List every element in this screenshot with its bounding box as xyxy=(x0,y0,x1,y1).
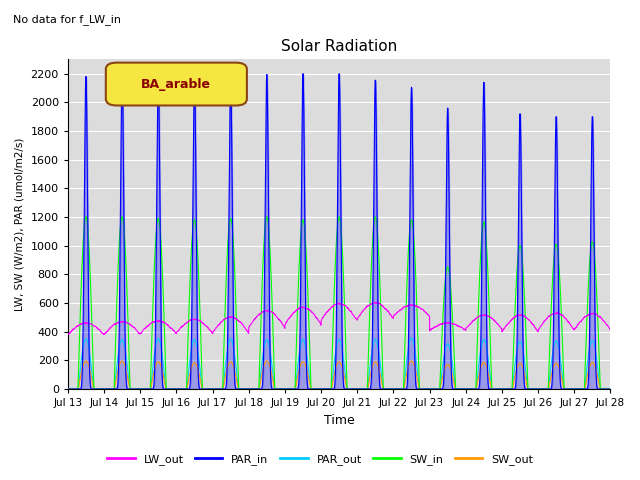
Legend: LW_out, PAR_in, PAR_out, SW_in, SW_out: LW_out, PAR_in, PAR_out, SW_in, SW_out xyxy=(102,450,538,469)
Y-axis label: LW, SW (W/m2), PAR (umol/m2/s): LW, SW (W/m2), PAR (umol/m2/s) xyxy=(15,137,25,311)
Text: BA_arable: BA_arable xyxy=(141,78,211,91)
X-axis label: Time: Time xyxy=(324,414,355,427)
Text: No data for f_LW_in: No data for f_LW_in xyxy=(13,14,121,25)
Title: Solar Radiation: Solar Radiation xyxy=(281,39,397,54)
FancyBboxPatch shape xyxy=(106,62,247,106)
